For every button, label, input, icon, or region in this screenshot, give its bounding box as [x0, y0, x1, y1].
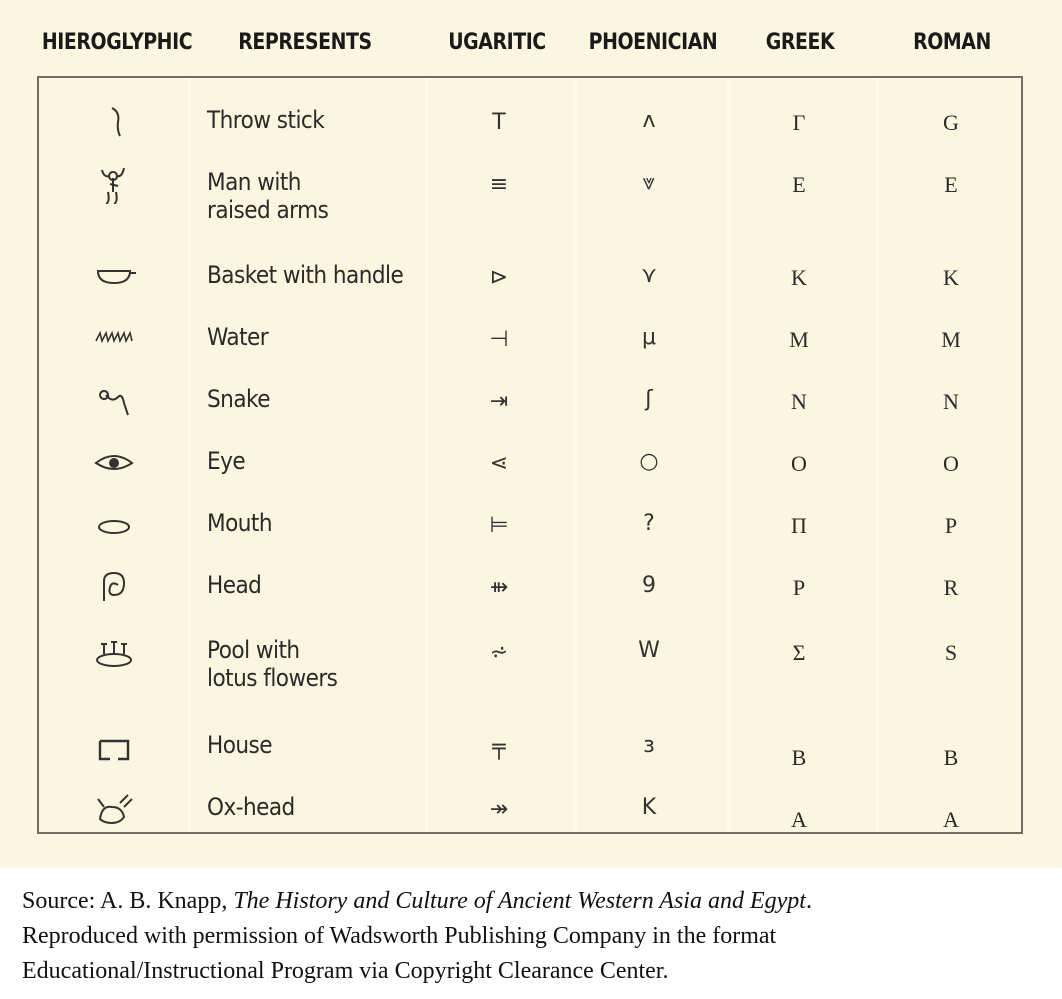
roman-cell: E [944, 172, 958, 197]
house-hieroglyph-icon [98, 739, 130, 761]
basket-hieroglyph-icon [96, 270, 136, 285]
table-panel: HIEROGLYPHIC REPRESENTS UGARITIC PHOENIC… [0, 0, 1062, 868]
header-represents: REPRESENTS [238, 30, 372, 55]
ugaritic-cell: ≡ [489, 172, 509, 197]
represents-cell: Head [207, 571, 262, 599]
roman-cell: S [944, 640, 958, 665]
water-hieroglyph-icon [95, 330, 133, 344]
table-row: Snake ⇥ ʃ N N [39, 377, 1025, 439]
header-greek: GREEK [765, 30, 835, 55]
table-row: Basket with handle ⊳ ⋎ K K [39, 253, 1025, 315]
ugaritic-cell: ↠ [489, 797, 509, 822]
greek-cell: Π [791, 513, 807, 538]
column-divider [187, 78, 191, 832]
ugaritic-cell: ╤ [492, 735, 506, 760]
man-raised-arms-hieroglyph-icon [101, 167, 125, 204]
mouth-hieroglyph-icon [98, 520, 130, 534]
represents-cell: Water [207, 323, 269, 351]
source-prefix: Source: A. B. Knapp, [22, 888, 234, 914]
represents-cell: Ox-head [207, 793, 295, 821]
greek-cell: N [791, 389, 807, 414]
greek-cell: B [791, 745, 807, 770]
throw-stick-hieroglyph-icon [111, 107, 121, 137]
phoenician-cell: ʌ [642, 108, 656, 133]
table-row: Pool with lotus flowers ⩫ W Σ S [39, 628, 1025, 723]
column-divider [573, 78, 577, 832]
table-row: Eye ⋖ ○ O O [39, 439, 1025, 501]
ugaritic-cell: T [492, 110, 506, 135]
source-book-title: The History and Culture of Ancient Weste… [233, 888, 806, 914]
greek-cell: K [791, 265, 807, 290]
header-phoenician: PHOENICIAN [588, 30, 718, 55]
ugaritic-cell: ⊨ [489, 513, 509, 538]
represents-cell: Basket with handle [207, 261, 404, 289]
greek-cell: P [792, 575, 806, 600]
ox-head-hieroglyph-icon [97, 794, 133, 825]
phoenician-cell: ○ [639, 449, 659, 474]
represents-cell: Eye [207, 447, 246, 475]
table-row: Man with raised arms ≡ ⩔ E E [39, 160, 1025, 253]
phoenician-cell: ⩔ [642, 170, 656, 195]
greek-cell: E [792, 172, 806, 197]
greek-cell: Γ [792, 110, 806, 135]
phoenician-cell: 9 [642, 573, 656, 598]
ugaritic-cell: ⊣ [489, 327, 509, 352]
roman-cell: B [943, 745, 959, 770]
greek-cell: A [791, 807, 807, 832]
phoenician-cell: з [643, 733, 655, 758]
phoenician-cell: ʃ [645, 387, 653, 412]
ugaritic-cell: ⇥ [489, 389, 509, 414]
roman-cell: P [944, 513, 958, 538]
greek-cell: M [789, 327, 809, 352]
roman-cell: R [943, 575, 959, 600]
represents-cell: Mouth [207, 509, 273, 537]
ugaritic-cell: ⩫ [489, 640, 509, 665]
greek-cell: O [791, 451, 807, 476]
table-row: Water ⊣ μ M M [39, 315, 1025, 377]
represents-cell: Man with raised arms [207, 168, 329, 224]
greek-cell: Σ [792, 640, 806, 665]
head-hieroglyph-icon [103, 571, 126, 601]
ugaritic-cell: ⋖ [489, 451, 509, 476]
represents-cell: Throw stick [207, 106, 325, 134]
source-suffix: . [805, 888, 812, 914]
roman-cell: M [941, 327, 961, 352]
roman-cell: A [943, 807, 959, 832]
source-citation: Source: A. B. Knapp, The History and Cul… [22, 884, 1042, 989]
column-divider [425, 78, 429, 832]
table-row: Head ⇻ 9 P R [39, 563, 1025, 628]
snake-hieroglyph-icon [99, 390, 129, 416]
phoenician-cell: ⋎ [640, 263, 658, 288]
represents-cell: House [207, 731, 273, 759]
table-row: Mouth ⊨? Π P [39, 501, 1025, 563]
table-row: Ox-head ↠ K A A [39, 785, 1025, 847]
phoenician-cell: μ [642, 325, 656, 350]
represents-cell: Pool with lotus flowers [207, 636, 338, 692]
source-line-2: Reproduced with permission of Wadsworth … [22, 923, 777, 949]
roman-cell: G [943, 110, 959, 135]
phoenician-cell: ? [643, 511, 655, 536]
roman-cell: O [943, 451, 959, 476]
header-hieroglyphic: HIEROGLYPHIC [41, 30, 193, 55]
represents-cell: Snake [207, 385, 271, 413]
ugaritic-cell: ⊳ [489, 265, 509, 290]
phoenician-cell: K [641, 795, 657, 820]
column-divider [875, 78, 879, 832]
table-row: House ╤ з B B [39, 723, 1025, 785]
eye-hieroglyph-icon [94, 455, 134, 470]
roman-cell: N [943, 389, 959, 414]
ugaritic-cell: ⇻ [489, 575, 509, 600]
source-line-3: Educational/Instructional Program via Co… [22, 958, 669, 984]
roman-cell: K [943, 265, 959, 290]
phoenician-cell: W [638, 638, 660, 663]
pool-lotus-hieroglyph-icon [96, 641, 132, 667]
header-ugaritic: UGARITIC [448, 30, 546, 55]
column-divider [727, 78, 731, 832]
header-roman: ROMAN [913, 30, 991, 55]
